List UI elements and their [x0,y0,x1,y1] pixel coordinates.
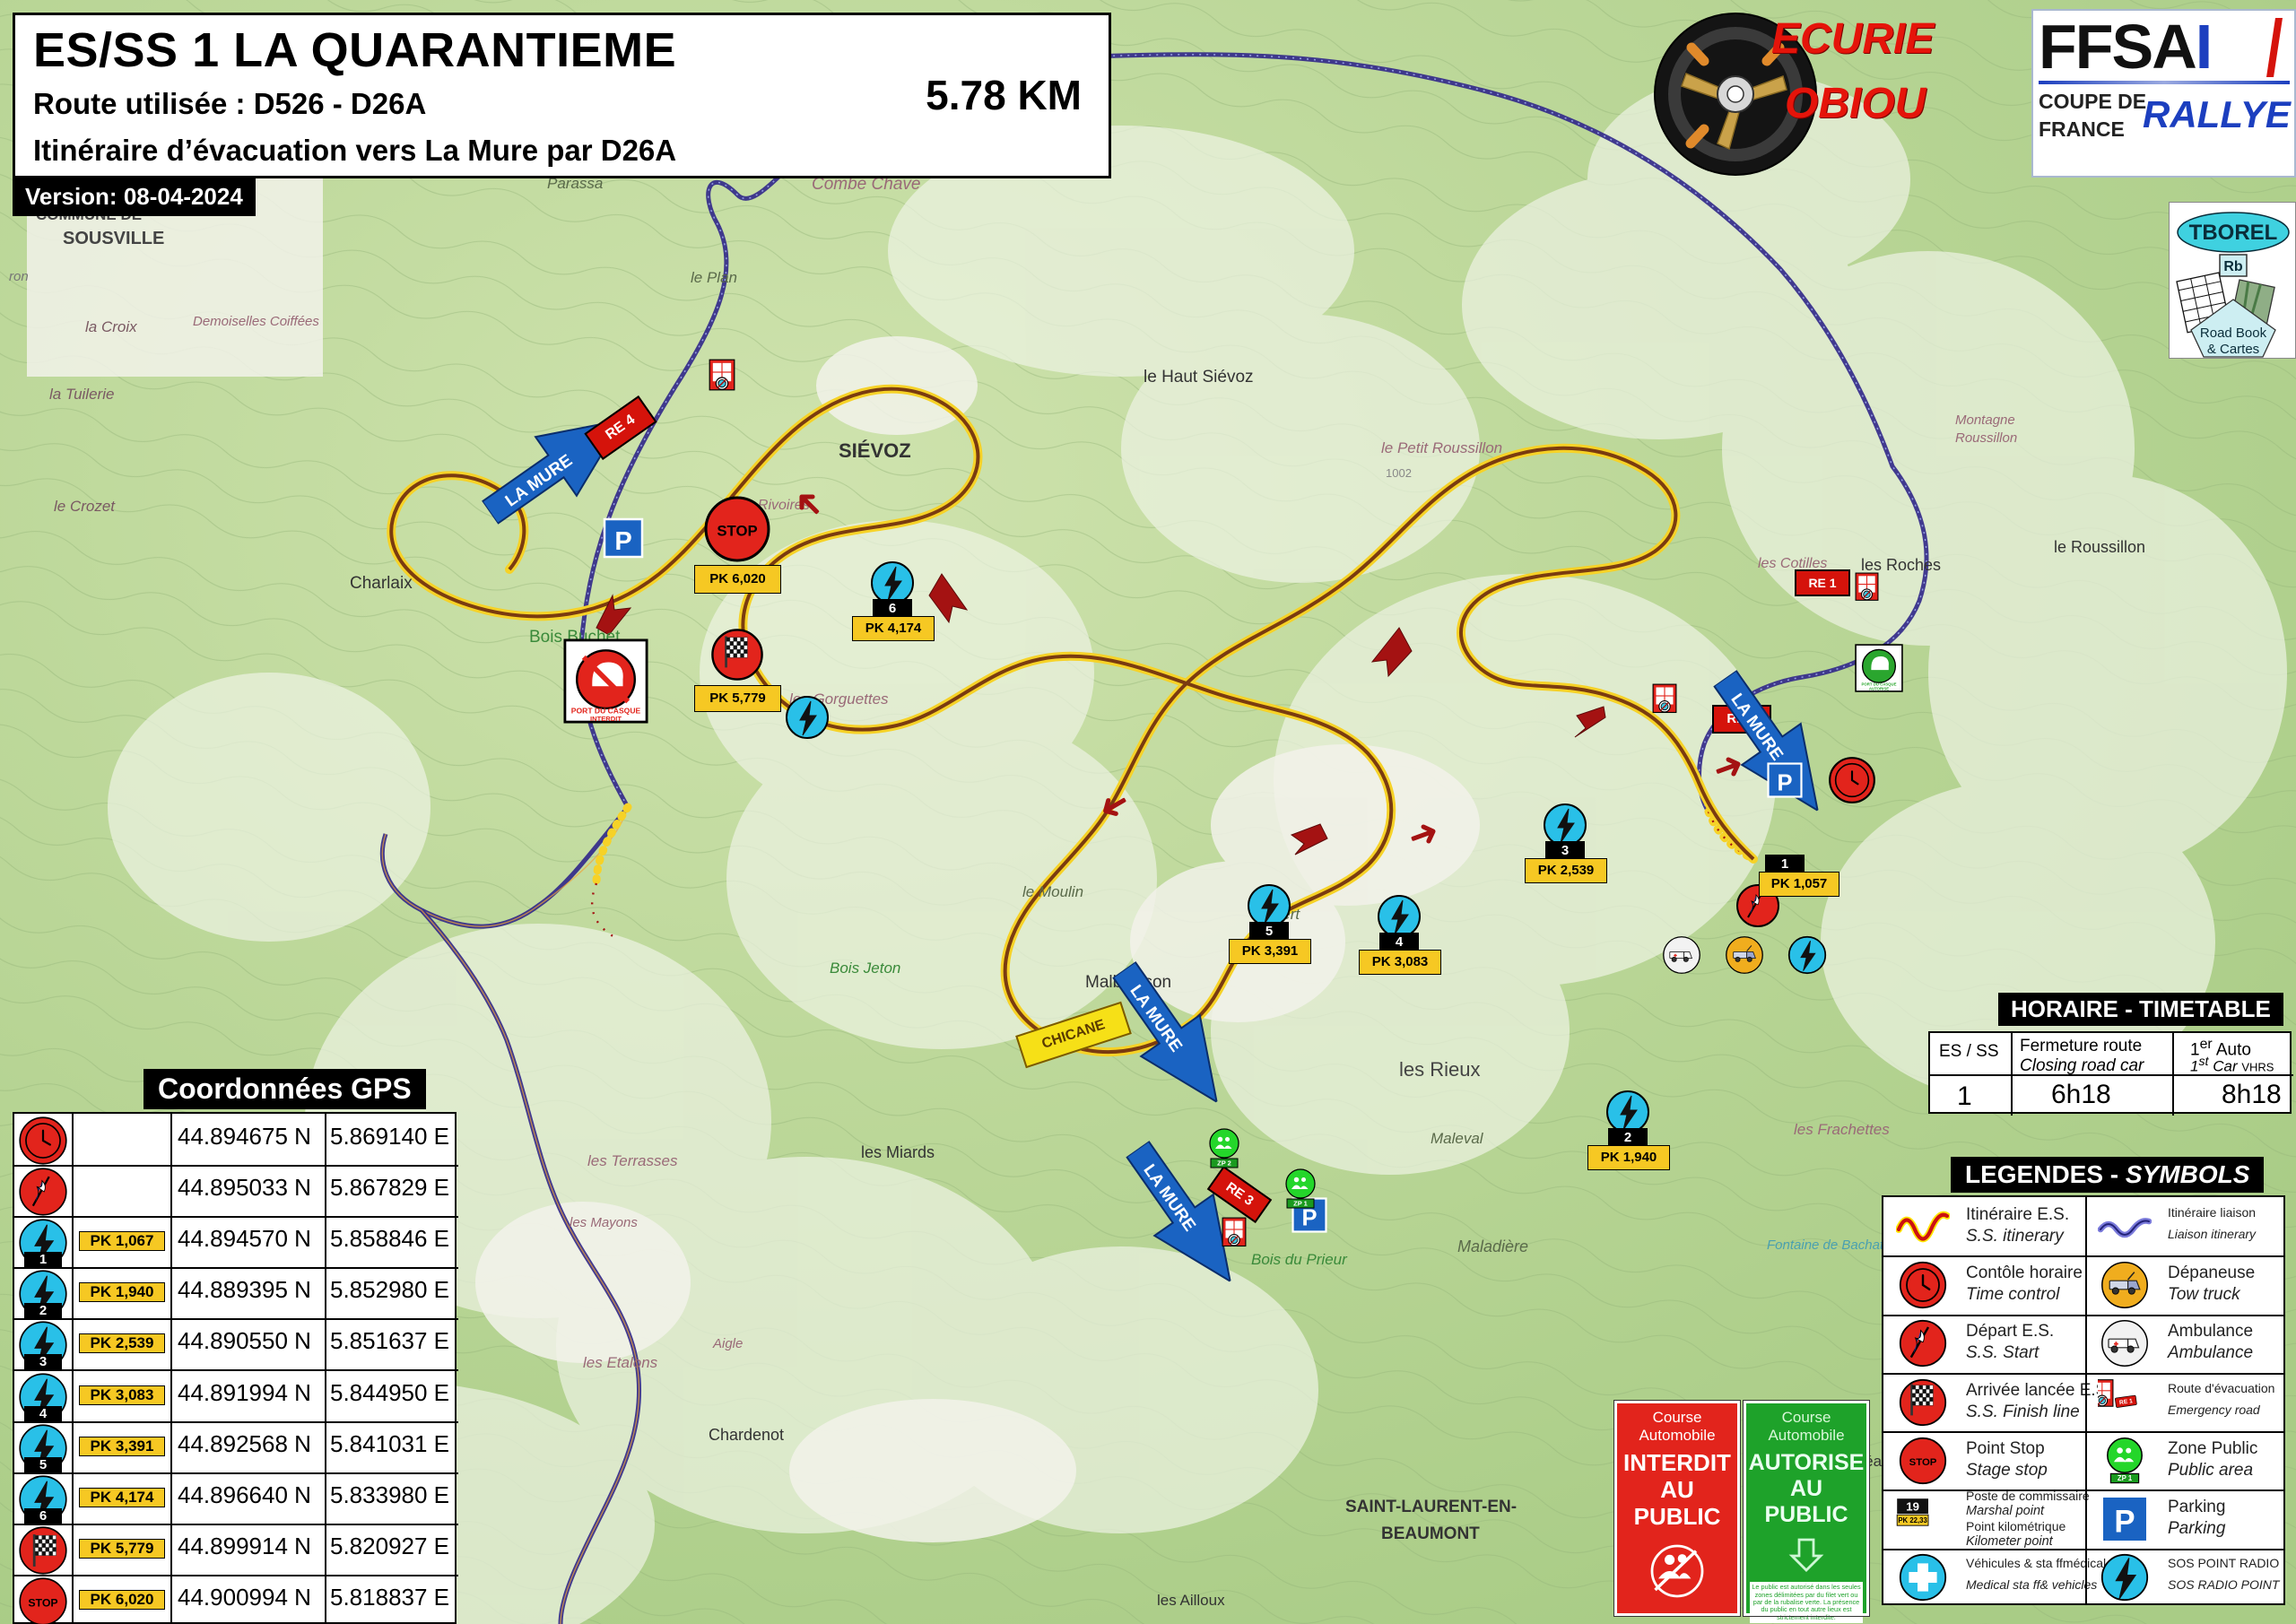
svg-text:TBOREL: TBOREL [2189,221,2278,245]
svg-text:ZP 1: ZP 1 [2118,1474,2133,1482]
svg-text:P: P [614,527,631,556]
svg-text:Road Book: Road Book [2200,326,2267,341]
svg-text:STOP: STOP [1909,1457,1937,1468]
svg-text:AUTORISE: AUTORISE [1869,686,1889,690]
svg-text:PK 22,33: PK 22,33 [1898,1516,1927,1524]
svg-text:INTERDIT: INTERDIT [590,715,622,723]
svg-text:P: P [2114,1504,2135,1539]
svg-text:ZP 2: ZP 2 [1217,1159,1231,1168]
svg-text:& Cartes: & Cartes [2207,342,2259,357]
svg-text:PORT DU CASQUE: PORT DU CASQUE [571,707,641,716]
svg-text:STOP: STOP [717,523,757,540]
svg-text:P: P [1777,770,1792,795]
svg-text:Rb: Rb [2223,259,2243,274]
svg-text:STOP: STOP [28,1596,57,1609]
svg-text:19: 19 [1906,1499,1919,1513]
svg-text:ZP 1: ZP 1 [1293,1200,1308,1208]
svg-text:PORT DU CASQUE: PORT DU CASQUE [1861,682,1896,686]
